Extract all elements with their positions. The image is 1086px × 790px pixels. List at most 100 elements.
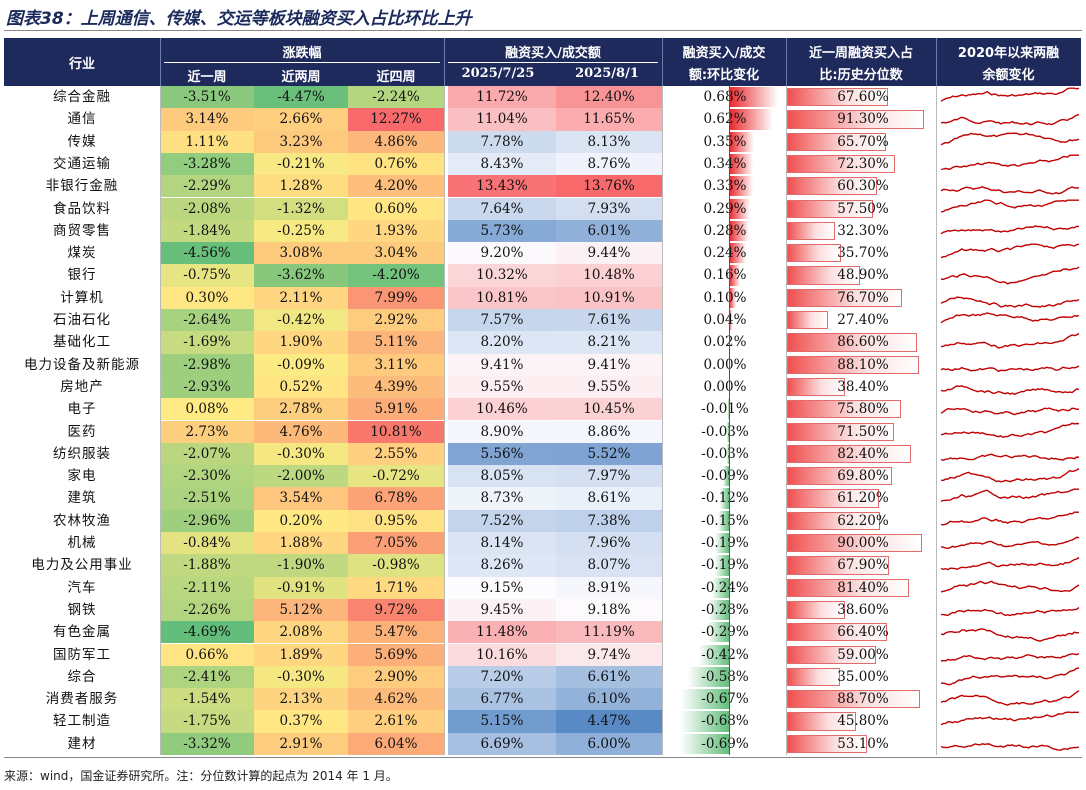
ratio-0801: 8.91% — [556, 576, 662, 599]
wow-bar — [709, 599, 729, 621]
wow-bar — [729, 131, 754, 152]
wow-bar — [729, 310, 732, 331]
ratio-0801: 13.76% — [556, 175, 662, 198]
change-1w: -0.75% — [160, 264, 254, 287]
industry-name: 家电 — [67, 468, 97, 485]
ratio-0801: 10.48% — [556, 264, 662, 287]
change-2w: -0.09% — [254, 353, 348, 376]
percentile-value: 72.30% — [837, 155, 889, 172]
change-1w: -2.51% — [160, 487, 254, 510]
header-divider — [786, 38, 787, 86]
change-4w: -0.98% — [348, 554, 444, 577]
change-4w: 4.62% — [348, 688, 444, 711]
change-2w: 3.54% — [254, 487, 348, 510]
change-4w: 9.72% — [348, 598, 444, 622]
change-1w: -3.28% — [160, 152, 254, 176]
percentile-value: 38.60% — [837, 601, 889, 618]
ratio-0725: 6.69% — [448, 732, 556, 755]
change-2w: -0.91% — [254, 576, 348, 599]
ratio-0801: 6.10% — [556, 688, 662, 711]
industry-name: 农林牧渔 — [53, 512, 111, 529]
sparkline-path — [940, 266, 1080, 285]
percentile-bar — [787, 444, 911, 464]
balance-sparkline — [940, 154, 1079, 171]
percentile-value: 60.30% — [837, 178, 889, 195]
balance-sparkline — [940, 266, 1080, 285]
ratio-0801: 7.38% — [556, 509, 662, 532]
industry-name: 传媒 — [67, 133, 97, 150]
change-4w: -2.24% — [348, 86, 444, 109]
percentile-value: 75.80% — [837, 401, 889, 418]
header-divider — [936, 38, 937, 86]
ratio-0801: 7.97% — [556, 465, 662, 488]
header-change-group: 涨跌幅 — [282, 46, 322, 61]
industry-name: 煤炭 — [67, 245, 97, 262]
change-2w: -0.21% — [254, 152, 348, 176]
wow-change: 0.00% — [703, 356, 747, 373]
ratio-0801: 8.07% — [556, 554, 662, 577]
wow-bar — [729, 109, 774, 130]
wow-bar — [729, 220, 749, 242]
percentile-bar — [787, 266, 861, 285]
percentile-bar — [787, 355, 920, 374]
ratio-0801: 9.44% — [556, 242, 662, 265]
table-row: 银行 -0.75% -3.62% -4.20% 10.32% 10.48% 0.16% 48.… — [4, 264, 1081, 287]
change-4w: 2.92% — [348, 309, 444, 332]
table-row: 食品饮料 -2.08% -1.32% 0.60% 7.64% 7.93% 0.29% 57.5… — [4, 197, 1081, 220]
percentile-bar — [787, 489, 879, 508]
wow-change: -0.19% — [701, 557, 749, 574]
change-2w: 1.90% — [254, 331, 348, 354]
industry-name: 食品饮料 — [53, 200, 111, 217]
wow-bar — [718, 510, 729, 531]
wow-change: 0.10% — [703, 289, 747, 306]
percentile-bar — [787, 311, 829, 330]
wow-change: -0.29% — [701, 624, 749, 641]
industry-name: 国防军工 — [53, 646, 111, 663]
sparkline-path — [940, 312, 1080, 324]
industry-name: 电子 — [67, 401, 97, 418]
industry-name: 房地产 — [60, 378, 104, 395]
balance-sparkline — [940, 199, 1079, 213]
wow-change: -0.28% — [701, 601, 749, 618]
wow-change: 0.28% — [703, 222, 747, 239]
percentile-value: 81.40% — [837, 579, 889, 596]
balance-sparkline — [940, 243, 1080, 259]
industry-name: 消费者服务 — [45, 691, 119, 708]
percentile-bar — [787, 221, 836, 241]
table-row: 电力设备及新能源 -2.98% -0.09% 3.11% 9.41% 9.41% 0.00%… — [4, 353, 1081, 376]
percentile-value: 35.70% — [837, 245, 889, 262]
wow-bar — [680, 711, 729, 732]
change-4w: 1.71% — [348, 576, 444, 599]
sparkline-path — [941, 606, 1080, 617]
table-row: 传媒 1.11% 3.23% 4.86% 7.78% 8.13% 0.35% 65.70% — [4, 130, 1081, 153]
percentile-bar — [787, 667, 840, 687]
balance-sparkline — [940, 468, 1080, 483]
percentile-bar — [787, 400, 901, 419]
ratio-0725: 8.20% — [448, 331, 556, 354]
ratio-0725: 5.73% — [448, 219, 556, 243]
percentile-bar — [787, 511, 881, 530]
change-2w: 2.91% — [254, 732, 348, 755]
change-2w: -1.90% — [254, 554, 348, 577]
table-row: 消费者服务 -1.54% 2.13% 4.62% 6.77% 6.10% -0.67% 88.… — [4, 688, 1081, 711]
change-1w: -1.75% — [160, 710, 254, 733]
page-title: 图表38：上周通信、传媒、交运等板块融资买入占比环比上升 — [6, 9, 472, 29]
table-row: 交通运输 -3.28% -0.21% 0.76% 8.43% 8.76% 0.34% 72.3… — [4, 152, 1081, 176]
change-2w: -0.25% — [254, 219, 348, 243]
table-row: 煤炭 -4.56% 3.08% 3.04% 9.20% 9.44% 0.24% 35.70% — [4, 242, 1081, 265]
balance-sparkline — [940, 652, 1080, 662]
change-4w: 3.11% — [348, 353, 444, 376]
header-bal-l2: 余额变化 — [982, 68, 1035, 83]
change-2w: 4.76% — [254, 420, 348, 443]
change-1w: -3.51% — [160, 86, 254, 109]
percentile-bar — [787, 132, 886, 151]
wow-change: -0.12% — [701, 490, 749, 507]
percentile-bar — [787, 534, 922, 553]
wow-bar — [728, 399, 729, 420]
ratio-0725: 5.56% — [448, 442, 556, 466]
balance-sparkline — [940, 87, 1080, 102]
ratio-0725: 10.81% — [448, 286, 556, 309]
ratio-0725: 8.05% — [448, 465, 556, 488]
change-1w: -2.11% — [160, 576, 254, 599]
percentile-bar — [787, 556, 889, 575]
